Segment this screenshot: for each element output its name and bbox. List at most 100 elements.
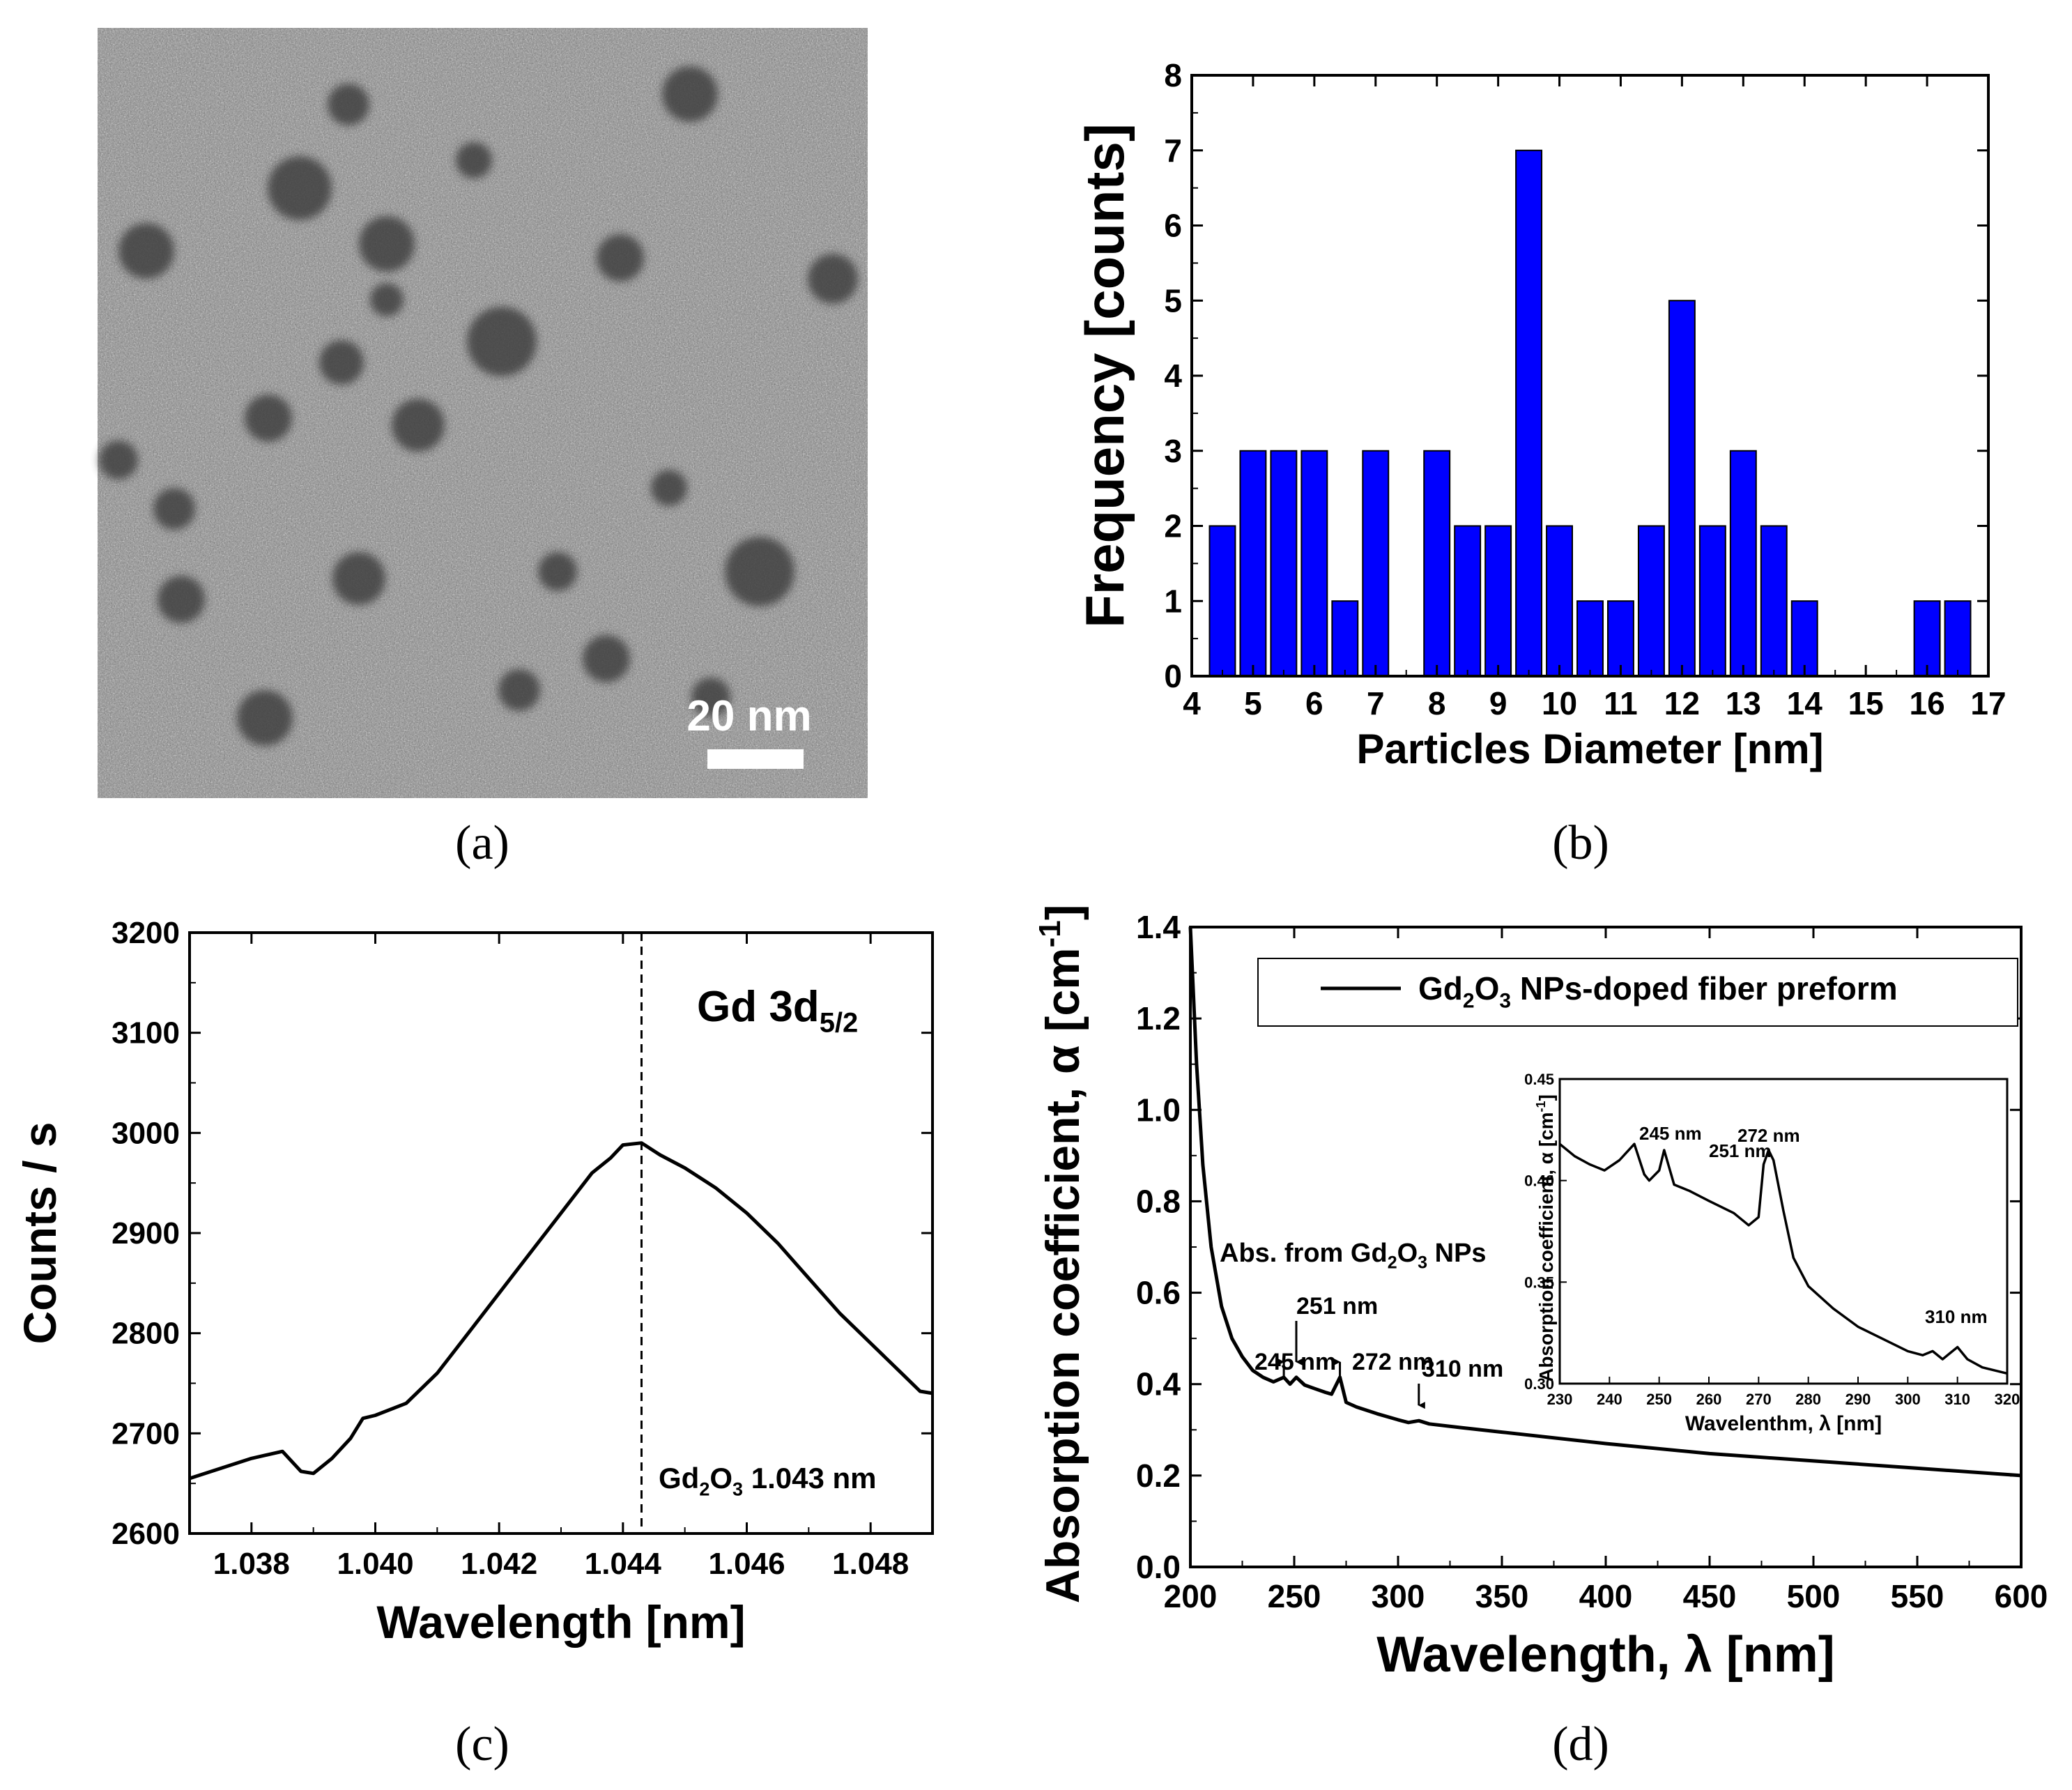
histogram-bar xyxy=(1300,450,1328,677)
x-tick-label: 1.040 xyxy=(337,1547,413,1581)
histogram-bar xyxy=(1729,450,1757,677)
x-tick-label: 400 xyxy=(1579,1578,1633,1614)
x-tick-label: 450 xyxy=(1683,1578,1737,1614)
x-tick-label: 1.046 xyxy=(708,1547,785,1581)
y-tick-label: 3100 xyxy=(112,1016,180,1050)
inset-x-tick-label: 320 xyxy=(1995,1391,2020,1408)
legend-entry: Gd2O3 NPs-doped fiber preform xyxy=(1418,970,1898,1013)
x-tick-label: 11 xyxy=(1604,685,1638,721)
histogram-bar xyxy=(1546,525,1574,677)
histogram-bar xyxy=(1760,525,1788,677)
inset-x-tick-label: 290 xyxy=(1845,1391,1871,1408)
histogram-bar xyxy=(1913,600,1941,677)
peak-label: 310 nm xyxy=(1422,1356,1503,1382)
x-tick-label: 9 xyxy=(1489,685,1507,721)
histogram-bar xyxy=(1576,600,1604,677)
histogram-bar xyxy=(1454,525,1482,677)
histogram-bar xyxy=(1208,525,1236,677)
y-tick-label: 4 xyxy=(1164,358,1182,394)
x-tick-label: 5 xyxy=(1244,685,1262,721)
x-tick-label: 300 xyxy=(1372,1578,1425,1614)
histogram-bar xyxy=(1270,450,1298,677)
inset-y-tick-label: 0.30 xyxy=(1524,1375,1554,1393)
y-tick-label: 8 xyxy=(1164,57,1182,93)
peak-label: 272 nm xyxy=(1352,1349,1434,1375)
series-line xyxy=(189,1141,933,1481)
x-tick-label: 7 xyxy=(1367,685,1385,721)
y-tick-label: 0.8 xyxy=(1136,1183,1181,1219)
histogram-bar xyxy=(1606,600,1634,677)
panel-a: 20 nm (a) xyxy=(98,28,868,870)
histogram-bar xyxy=(1668,300,1696,677)
y-tick-label: 3000 xyxy=(112,1116,180,1150)
y-tick-label: 1 xyxy=(1164,583,1182,619)
inset-x-tick-label: 230 xyxy=(1547,1391,1573,1408)
y-tick-label: 0 xyxy=(1164,658,1182,694)
x-axis-title: Particles Diameter [nm] xyxy=(1356,726,1823,772)
histogram-bar xyxy=(1515,149,1543,677)
x-tick-label: 6 xyxy=(1305,685,1323,721)
y-tick-label: 0.0 xyxy=(1136,1549,1181,1585)
scale-bar xyxy=(707,749,804,769)
panel-c-xps-spectrum: 1.038 1.040 1.042 1.044 1.046 1.048 2600 2700 28… xyxy=(14,916,934,1648)
histogram-bar xyxy=(1362,450,1390,677)
x-tick-label: 200 xyxy=(1164,1578,1218,1614)
y-tick-label: 0.4 xyxy=(1136,1366,1181,1402)
y-tick-label: 2700 xyxy=(112,1416,180,1451)
x-tick-label: 4 xyxy=(1183,685,1201,721)
inset-frame xyxy=(1558,1078,2009,1385)
absorption-annotation: Abs. from Gd2O3 NPs xyxy=(1220,1239,1487,1273)
y-tick-label: 0.2 xyxy=(1136,1458,1181,1494)
histogram-bar xyxy=(1790,600,1818,677)
histogram-bar xyxy=(1944,600,1972,677)
y-tick-label: 2 xyxy=(1164,508,1182,544)
inset-peak-label: 251 nm xyxy=(1709,1140,1772,1161)
y-tick-label: 5 xyxy=(1164,282,1182,319)
panel-label-a: (a) xyxy=(455,816,509,870)
inset-x-tick-label: 310 xyxy=(1944,1391,1970,1408)
inset-x-tick-label: 250 xyxy=(1646,1391,1672,1408)
histogram-bar xyxy=(1239,450,1267,677)
y-tick-label: 2600 xyxy=(112,1517,180,1551)
y-tick-label: 2900 xyxy=(112,1216,180,1250)
inset-y-tick-label: 0.40 xyxy=(1524,1172,1554,1190)
y-tick-label: 0.6 xyxy=(1136,1275,1181,1311)
histogram-bar xyxy=(1331,600,1359,677)
y-axis-title: Counts / s xyxy=(14,1122,66,1344)
inset-peak-label: 272 nm xyxy=(1737,1125,1800,1146)
y-tick-label: 3 xyxy=(1164,433,1182,469)
scale-bar-label: 20 nm xyxy=(686,692,811,740)
reference-line-label: Gd2O3 1.043 nm xyxy=(659,1462,877,1500)
panel-label-d: (d) xyxy=(1552,1718,1609,1771)
inset-y-tick-label: 0.35 xyxy=(1524,1273,1554,1291)
peak-label: 251 nm xyxy=(1296,1293,1378,1319)
x-tick-label: 12 xyxy=(1664,685,1700,721)
y-tick-label: 1.2 xyxy=(1136,1000,1181,1036)
y-tick-label: 2800 xyxy=(112,1317,180,1351)
x-tick-label: 550 xyxy=(1891,1578,1944,1614)
panel-d-absorption-spectrum: 200 250 300 350 400 450 500 550 600 0.0 0.2 0.4 0.6 0… xyxy=(1033,905,2048,1683)
x-tick-label: 1.042 xyxy=(461,1547,537,1581)
panel-label-c: (c) xyxy=(455,1718,509,1771)
inset-x-tick-label: 270 xyxy=(1746,1391,1772,1408)
y-tick-label: 1.0 xyxy=(1136,1092,1181,1128)
inset-series-line xyxy=(1558,1142,2008,1375)
inset-x-tick-label: 260 xyxy=(1696,1391,1722,1408)
x-tick-label: 1.048 xyxy=(832,1547,909,1581)
x-tick-label: 250 xyxy=(1268,1578,1321,1614)
x-tick-label: 8 xyxy=(1428,685,1446,721)
inset-x-axis-title: Wavelenthm, λ [nm] xyxy=(1685,1412,1882,1435)
inset-chart: 230 240 250 260 270 280 290 300 310 320 0.30 0.35 0.… xyxy=(1524,1071,2020,1435)
tem-image xyxy=(98,28,868,798)
x-tick-label: 500 xyxy=(1787,1578,1841,1614)
x-axis-title: Wavelength, λ [nm] xyxy=(1376,1627,1834,1683)
panel-label-b: (b) xyxy=(1552,816,1609,870)
x-tick-label: 16 xyxy=(1909,685,1944,721)
x-tick-label: 350 xyxy=(1475,1578,1529,1614)
x-tick-label: 10 xyxy=(1542,685,1577,721)
x-tick-label: 17 xyxy=(1970,685,2006,721)
y-tick-label: 3200 xyxy=(112,916,180,950)
y-tick-label: 6 xyxy=(1164,208,1182,244)
histogram-bar xyxy=(1423,450,1451,677)
